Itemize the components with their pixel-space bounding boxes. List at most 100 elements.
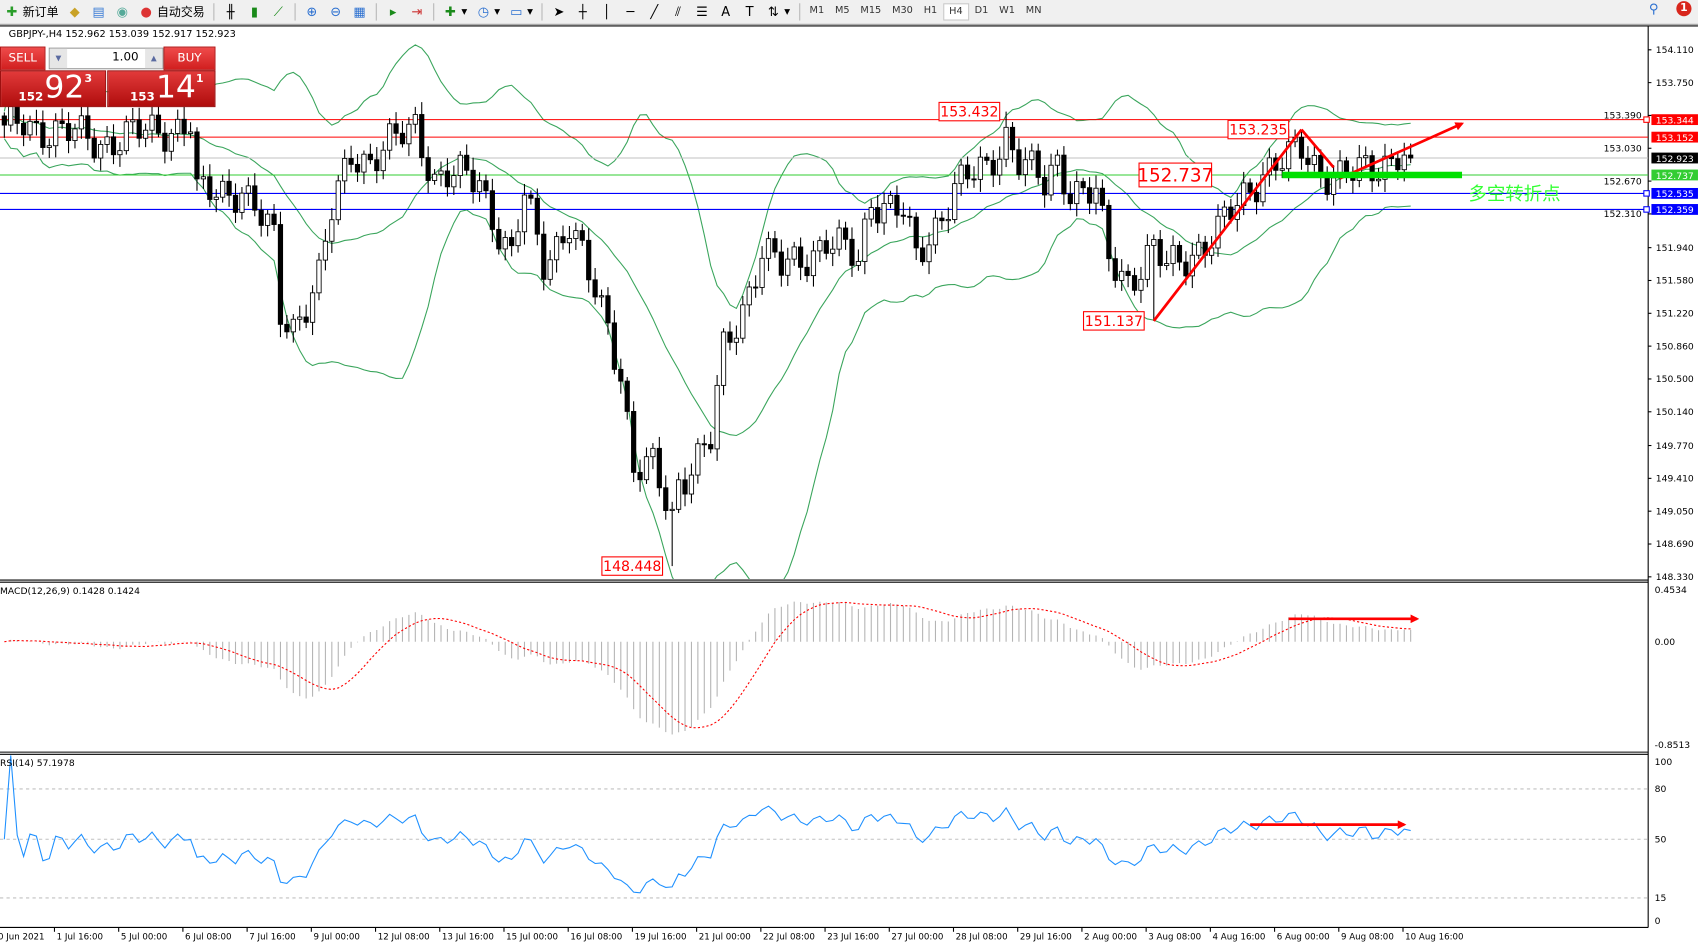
zoom-in-button[interactable]: ⊕ xyxy=(301,1,323,23)
arrows-button[interactable]: ⇅ ▼ xyxy=(763,1,794,23)
dropdown-arrow-icon: ▼ xyxy=(527,7,533,17)
equidistant-channel-button[interactable]: ⫽ xyxy=(667,1,689,23)
sell-button[interactable]: SELL xyxy=(0,46,46,71)
timeframe-m30[interactable]: M30 xyxy=(892,5,913,17)
candle-body xyxy=(297,316,303,320)
candle-body xyxy=(727,331,733,343)
candle xyxy=(1131,267,1138,296)
signals-button[interactable]: ◉ xyxy=(112,1,134,23)
candle xyxy=(932,210,939,254)
candle-body xyxy=(1093,187,1099,204)
candle xyxy=(1260,162,1266,207)
lot-increase-button[interactable]: ▲ xyxy=(145,48,163,69)
fibonacci-button[interactable]: ☰ xyxy=(691,1,713,23)
price-tick-label: 148.330 xyxy=(1656,572,1694,583)
timeframe-m15[interactable]: M15 xyxy=(860,5,882,17)
buy-button[interactable]: BUY xyxy=(163,46,216,71)
horizontal-line-button[interactable]: ─ xyxy=(620,1,642,23)
candle-body xyxy=(643,456,650,481)
crosshair-button[interactable]: ┼ xyxy=(572,1,594,23)
candle xyxy=(637,459,643,492)
price-tick-label: 149.410 xyxy=(1656,474,1694,485)
candle xyxy=(329,208,335,253)
candle xyxy=(476,172,483,202)
candle xyxy=(40,110,46,155)
lot-size-stepper[interactable]: ▼ 1.00 ▲ xyxy=(48,47,164,70)
buy-price[interactable]: 153 14 1 xyxy=(107,68,216,108)
chart-shift-button[interactable]: ⇥ xyxy=(406,1,428,23)
new-order-button[interactable]: ✚ 新订单 xyxy=(1,1,62,23)
candle-body xyxy=(1112,258,1118,281)
candle xyxy=(1125,264,1131,288)
candle xyxy=(431,169,438,185)
candle-body xyxy=(817,240,823,252)
candle xyxy=(1119,259,1125,291)
arrows-icon: ⇅ xyxy=(767,4,779,20)
candle-body xyxy=(1382,155,1388,180)
market-watch-button[interactable]: ◆ xyxy=(64,1,86,23)
candle-body xyxy=(804,266,810,277)
dropdown-arrow-icon: ▼ xyxy=(461,7,468,17)
candle-body xyxy=(521,194,528,233)
rsi-line xyxy=(3,755,1411,894)
candle xyxy=(727,321,733,351)
tile-windows-button[interactable]: ▦ xyxy=(349,1,371,23)
candle-body xyxy=(1279,168,1285,171)
auto-scroll-button[interactable]: ▸ xyxy=(382,1,404,23)
candle xyxy=(836,219,842,257)
candle xyxy=(817,236,823,263)
line-end-handle xyxy=(1643,206,1650,213)
candle-body xyxy=(1183,261,1189,277)
timeframe-d1[interactable]: D1 xyxy=(974,5,989,17)
candle-body xyxy=(541,233,547,280)
candle xyxy=(78,106,84,139)
candle-body xyxy=(1401,154,1407,171)
candle xyxy=(997,146,1003,186)
candle xyxy=(155,102,162,138)
timeframe-mn[interactable]: MN xyxy=(1025,5,1042,17)
timeframe-w1[interactable]: W1 xyxy=(999,5,1015,17)
candle xyxy=(1099,179,1106,212)
bar-chart-button[interactable]: ╫ xyxy=(220,1,242,23)
candle-body xyxy=(1022,159,1028,176)
candle xyxy=(245,177,251,206)
indicators-button[interactable]: ✚ ▼ xyxy=(440,1,471,23)
candle xyxy=(663,475,669,520)
lot-size-input[interactable]: 1.00 xyxy=(112,49,139,64)
zoom-out-button[interactable]: ⊖ xyxy=(325,1,347,23)
sell-price[interactable]: 152 92 3 xyxy=(0,68,107,108)
text-button[interactable]: A xyxy=(715,1,737,23)
candle-body xyxy=(1106,204,1112,260)
chart-canvas[interactable]: 多空转折点 153.432 153.235 152.737 151.137 148.448… xyxy=(0,25,1698,948)
candle-body xyxy=(1196,241,1202,256)
rsi-tick-label: 0 xyxy=(1655,916,1661,927)
search-icon[interactable]: ⚲ xyxy=(1648,1,1659,17)
candle-body xyxy=(997,158,1003,176)
candle-body xyxy=(791,246,797,260)
data-window-button[interactable]: ▤ xyxy=(88,1,110,23)
candle xyxy=(804,254,810,283)
macd-tick-label: 0.00 xyxy=(1655,637,1676,648)
templates-button[interactable]: ▭ ▼ xyxy=(505,1,536,23)
timeframe-m5[interactable]: M5 xyxy=(834,5,850,17)
lot-decrease-button[interactable]: ▼ xyxy=(49,48,68,69)
periods-button[interactable]: ◷ ▼ xyxy=(473,1,504,23)
timeframe-m1[interactable]: M1 xyxy=(809,5,825,17)
candle-body xyxy=(232,194,239,213)
cursor-button[interactable]: ➤ xyxy=(548,1,570,23)
candle-body xyxy=(1035,150,1041,178)
candle-body xyxy=(676,479,682,510)
auto-trading-button[interactable]: ● 自动交易 xyxy=(140,4,205,20)
candle-body xyxy=(1286,141,1292,170)
candle-body xyxy=(842,227,849,240)
timeframe-h1[interactable]: H1 xyxy=(923,5,938,17)
candlestick-button[interactable]: ▮ xyxy=(244,1,266,23)
candle xyxy=(425,146,431,193)
trendline-button[interactable]: ╱ xyxy=(643,1,665,23)
notification-badge[interactable]: 1 xyxy=(1676,1,1692,17)
line-chart-button[interactable]: ⟋ xyxy=(267,1,289,23)
vertical-line-button[interactable]: │ xyxy=(596,1,618,23)
text-label-button[interactable]: T xyxy=(739,1,761,23)
timeframe-h4[interactable]: H4 xyxy=(942,3,970,21)
price-annotation-text: 152.737 xyxy=(1137,166,1213,187)
